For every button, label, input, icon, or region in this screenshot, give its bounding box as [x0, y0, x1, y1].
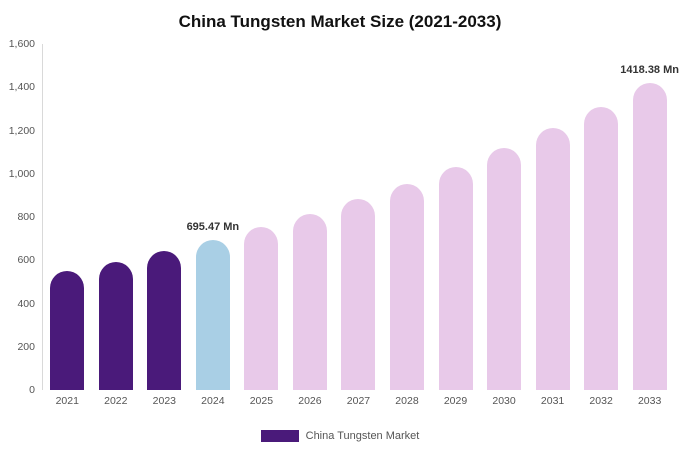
bar-series-container: 2021 2022 2023 2024 695.47 Mn 2025 2026 2027 202… — [42, 44, 679, 407]
bar-2024 — [195, 239, 230, 390]
y-axis-tick-label: 1,200 — [8, 124, 35, 137]
y-axis-tick-label: 800 — [17, 211, 35, 223]
bar-column: 2031 — [528, 44, 577, 407]
y-axis-tick-label: 200 — [17, 340, 35, 353]
chart-title: China Tungsten Market Size (2021-2033) — [178, 12, 502, 31]
bar-column: 2024 695.47 Mn — [186, 44, 240, 407]
y-axis-tick-label: 1,600 — [8, 38, 35, 50]
bar-2033 — [632, 83, 667, 390]
x-axis-tick-label: 2026 — [298, 395, 322, 407]
bar-2028 — [389, 183, 424, 390]
x-axis-tick-label: 2027 — [346, 395, 371, 407]
bar-2025 — [244, 227, 279, 390]
bar-2031 — [535, 128, 570, 390]
bar-column: 2026 — [286, 44, 335, 407]
bar-2027 — [341, 199, 376, 390]
bar-2022 — [98, 261, 133, 390]
bar-column: 2022 — [92, 44, 141, 407]
x-axis-tick-label: 2030 — [492, 395, 516, 407]
x-axis-tick-label: 2023 — [152, 395, 176, 407]
bar-column: 2025 — [237, 44, 286, 407]
bar-2029 — [438, 166, 473, 390]
bar-column: 2030 — [480, 44, 529, 407]
bar-column: 2021 — [43, 44, 92, 407]
x-axis-tick-label: 2028 — [395, 395, 419, 407]
bar-column: 2033 1418.38 Mn — [620, 44, 679, 407]
bar-column: 2028 — [383, 44, 432, 407]
data-label: 1418.38 Mn — [620, 64, 679, 77]
legend-label: China Tungsten Market — [305, 430, 420, 442]
bar-column: 2032 — [577, 44, 626, 407]
x-axis-tick-label: 2031 — [540, 395, 565, 407]
bar-2032 — [584, 106, 619, 390]
bar-column: 2023 — [140, 44, 189, 407]
y-axis-tick-label: 0 — [29, 384, 35, 396]
y-axis-tick-label: 1,400 — [8, 81, 35, 94]
x-axis-tick-label: 2025 — [249, 395, 274, 407]
y-axis-tick-label: 1,000 — [8, 167, 35, 180]
bar-2030 — [487, 148, 522, 390]
legend: China Tungsten Market — [0, 430, 680, 442]
x-axis-tick-label: 2022 — [104, 395, 128, 407]
x-axis-tick-label: 2032 — [589, 395, 613, 407]
bar-2026 — [292, 213, 327, 390]
x-axis-tick-label: 2033 — [637, 395, 662, 407]
y-axis-tick-label: 400 — [17, 297, 35, 310]
bar-chart-plot-area: 0 200 400 600 800 1,000 1,200 1,400 1,600 2021 20… — [9, 38, 679, 407]
bar-2023 — [147, 251, 182, 390]
data-label: 695.47 Mn — [186, 220, 240, 233]
x-axis-tick-label: 2021 — [55, 395, 79, 407]
bar-column: 2027 — [334, 44, 383, 407]
y-axis-tick-label: 600 — [17, 254, 35, 267]
x-axis-tick-label: 2024 — [201, 395, 225, 407]
x-axis-tick-label: 2029 — [443, 395, 468, 407]
bar-column: 2029 — [431, 44, 480, 407]
legend-swatch — [260, 430, 299, 442]
bar-2021 — [50, 271, 85, 390]
